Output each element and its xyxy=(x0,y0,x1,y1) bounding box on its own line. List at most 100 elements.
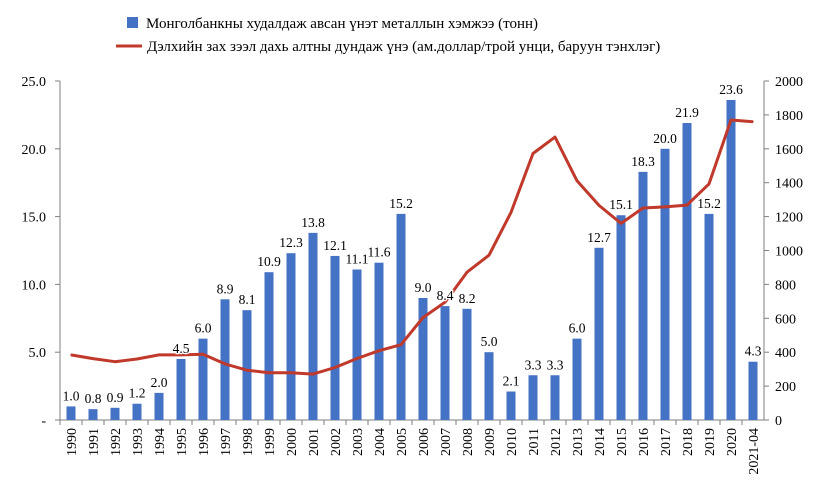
bar-2018 xyxy=(682,123,692,420)
bar-value-label: 9.0 xyxy=(415,280,432,295)
x-tick-label: 2014 xyxy=(593,428,608,456)
x-tick-label: 2009 xyxy=(483,428,498,456)
bar-2014 xyxy=(594,247,604,420)
y-left-tick-label: 15.0 xyxy=(22,211,47,226)
bar-value-label: 12.7 xyxy=(587,230,611,245)
bar-1996 xyxy=(198,338,208,420)
gold-price-point-2014 xyxy=(598,204,600,207)
y-left-tick-label: 20.0 xyxy=(22,143,47,158)
x-tick-label: 2008 xyxy=(461,428,476,456)
y-left-tick-label: 10.0 xyxy=(22,278,47,293)
bar-2006 xyxy=(418,297,428,420)
bar-value-label: 3.3 xyxy=(525,357,542,372)
gold-price-point-2010 xyxy=(510,211,512,214)
bar-value-label: 10.9 xyxy=(257,254,281,269)
bar-value-label: 2.1 xyxy=(503,374,520,389)
gold-price-point-1998 xyxy=(246,369,248,371)
legend: Монголбанкны худалдаж авсан үнэт металлы… xyxy=(116,16,660,55)
bar-2005 xyxy=(396,213,406,420)
bar-value-label: 1.0 xyxy=(63,388,80,403)
y-right-tick-label: 400 xyxy=(775,346,796,361)
bar-1991 xyxy=(88,409,98,420)
y-left-tick-label: 5.0 xyxy=(29,346,47,361)
gold-price-point-2015 xyxy=(620,222,622,225)
x-tick-label: 1991 xyxy=(87,428,102,456)
gold-price-point-2011 xyxy=(532,152,534,155)
y-right-tick-label: 1200 xyxy=(775,211,803,226)
bar-value-label: 6.0 xyxy=(195,321,212,336)
bar-2001 xyxy=(308,232,318,420)
bar-1992 xyxy=(110,407,120,420)
gold-price-point-2006 xyxy=(422,316,424,319)
bar-value-label: 1.2 xyxy=(129,386,146,401)
gold-price-point-2008 xyxy=(466,271,468,273)
gold-price-point-2019 xyxy=(708,183,710,185)
bar-value-label: 2.0 xyxy=(151,375,168,390)
bar-2003 xyxy=(352,269,362,420)
gold-price-point-1991 xyxy=(92,357,94,360)
bar-value-label: 8.2 xyxy=(459,291,476,306)
y-right-tick-label: 1800 xyxy=(775,109,803,124)
x-tick-label: 2002 xyxy=(329,428,344,456)
bar-1990 xyxy=(66,406,76,420)
x-tick-label: 1990 xyxy=(65,428,80,456)
gold-price-point-2017 xyxy=(664,206,666,208)
bar-value-label: 0.9 xyxy=(107,390,124,405)
bar-value-label: 15.2 xyxy=(697,196,721,211)
bar-2010 xyxy=(506,391,516,420)
legend-item-line: Дэлхийн зах зээл дахь алтны дундаж үнэ (… xyxy=(116,39,660,55)
bar-value-label: 13.8 xyxy=(301,215,325,230)
y-right-tick-label: 1000 xyxy=(775,245,803,260)
bar-value-label: 4.5 xyxy=(173,341,190,356)
gold-price-point-2021-04 xyxy=(752,120,754,123)
x-tick-label: 1996 xyxy=(197,428,212,456)
x-tick-label: 2012 xyxy=(549,428,564,456)
gold-price-point-2004 xyxy=(378,349,380,352)
gold-price-point-2013 xyxy=(576,180,578,182)
y-right-tick-label: 800 xyxy=(775,278,796,293)
gold-price-point-1994 xyxy=(158,354,160,356)
x-tick-label: 2000 xyxy=(285,428,300,456)
gold-price-point-2012 xyxy=(554,136,556,138)
gold-price-point-1997 xyxy=(224,363,226,365)
bar-2015 xyxy=(616,215,626,420)
bar-2021-04 xyxy=(748,361,758,420)
gold-price-point-2009 xyxy=(488,254,490,257)
x-tick-label: 2005 xyxy=(395,428,410,456)
x-tick-label: 2003 xyxy=(351,428,366,456)
gold-price-point-2003 xyxy=(356,357,358,360)
x-tick-label: 1993 xyxy=(131,428,146,456)
x-tick-label: 2010 xyxy=(505,428,520,456)
bar-1994 xyxy=(154,392,164,420)
x-tick-label: 2018 xyxy=(681,428,696,456)
gold-price-point-2020 xyxy=(730,119,732,121)
bar-2013 xyxy=(572,338,582,420)
bar-value-label: 0.8 xyxy=(85,391,102,406)
bar-2008 xyxy=(462,308,472,420)
bar-value-label: 8.9 xyxy=(217,281,234,296)
x-tick-label: 2020 xyxy=(725,428,740,456)
bar-1998 xyxy=(242,310,252,420)
y-left-tick-label: - xyxy=(41,414,46,429)
bar-value-label: 21.9 xyxy=(675,105,699,120)
bar-2009 xyxy=(484,352,494,420)
y-right-tick-label: 2000 xyxy=(775,75,803,90)
y-right-tick-label: 200 xyxy=(775,380,796,395)
gold-price-point-2018 xyxy=(686,204,688,206)
bar-2000 xyxy=(286,253,296,420)
y-left-tick-label: 25.0 xyxy=(22,75,47,90)
bar-1999 xyxy=(264,272,274,420)
bar-2012 xyxy=(550,375,560,420)
bar-2007 xyxy=(440,306,450,420)
x-tick-label: 2019 xyxy=(703,428,718,456)
bar-2017 xyxy=(660,148,670,421)
legend-label-line: Дэлхийн зах зээл дахь алтны дундаж үнэ (… xyxy=(147,39,660,55)
gold-price-point-2000 xyxy=(290,371,292,374)
y-right-tick-label: 1400 xyxy=(775,177,803,192)
x-tick-label: 1994 xyxy=(153,428,168,456)
x-tick-label: 1998 xyxy=(241,428,256,456)
bar-2016 xyxy=(638,171,648,420)
x-tick-label: 1997 xyxy=(219,428,234,456)
gold-price-point-2002 xyxy=(334,366,336,369)
